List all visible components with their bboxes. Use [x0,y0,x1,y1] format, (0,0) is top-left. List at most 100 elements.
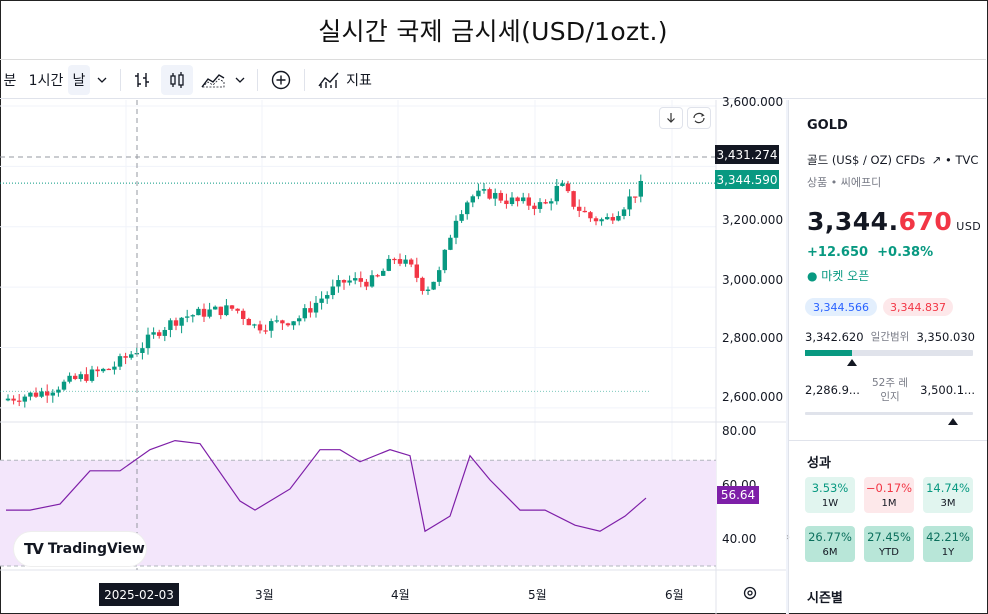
candle-body [633,196,638,198]
candle-body [95,369,100,372]
perf-tile-1y[interactable]: 42.21% 1Y [923,526,973,562]
candle-body [89,369,95,381]
indicators-button[interactable]: 지표 [315,65,375,95]
candle-body [246,318,251,326]
candle-body [73,375,78,379]
price-tick: 3,200.000 [722,213,784,227]
symbol-source[interactable]: TVC [955,153,979,167]
price-chart[interactable] [0,100,786,614]
candle-body [403,259,408,264]
candle-body [78,374,83,379]
indicators-icon [318,72,339,88]
panel-divider [789,440,987,441]
interval-dropdown[interactable] [90,65,114,95]
panel-resizer[interactable] [786,100,788,614]
tradingview-logo[interactable]: TV TradingView [14,532,146,566]
chart-area[interactable]: 3,600.000 3,200.000 3,000.000 2,800.000 … [0,95,786,614]
candle-body [347,280,352,283]
interval-day[interactable]: 날 [68,64,90,95]
candle-body [369,275,375,287]
52wk-range-bar [805,412,973,415]
reset-chart-button[interactable] [687,107,711,129]
chart-settings-button[interactable] [742,585,758,605]
candle-body [213,306,218,310]
bid-price[interactable]: 3,344.566 [805,298,877,316]
candle-body [67,375,72,382]
candle-body [56,389,61,393]
perf-tile-1m[interactable]: −0.17% 1M [864,477,914,513]
gear-icon [743,586,757,600]
seasonals-title: 시즌별 [807,591,843,606]
52wk-marker [947,418,958,425]
bars-icon [135,72,149,87]
candle-body [560,183,565,186]
interval-1h[interactable]: 1시간 [24,65,68,95]
candle-body [420,277,425,291]
toolbar-divider [257,68,258,91]
source-dot: • [945,153,952,167]
candle-body [84,374,89,381]
candle-body [241,310,246,319]
candle-body [151,332,156,335]
day-range-high: 3,350.030 [916,330,975,344]
candle-body [616,215,621,221]
last-price-tag: 3,344.590 [715,170,779,189]
perf-tile-ytd[interactable]: 27.45% YTD [864,526,914,562]
candle-body [28,392,33,397]
tv-logo-icon: TV [24,540,44,558]
candle-body [319,298,324,303]
perf-value: −0.17% [865,481,913,495]
area-chart-button[interactable] [197,65,229,95]
candle-body [425,289,431,291]
candle-body [397,259,403,264]
price-main: 3,344. [807,207,899,236]
candle-body [414,264,419,278]
candle-body [375,275,380,277]
candle-body [190,315,195,317]
external-link-icon[interactable]: ↗ [931,153,942,167]
candle-body [599,219,604,222]
candles-button[interactable] [161,64,193,95]
52wk-range-row: 2,286.9... 52주 레인지 3,500.1... [805,376,975,404]
candle-body [313,302,319,313]
current-price: 3,344.670 USD [807,207,981,236]
month-label: 3월 [255,588,274,602]
scroll-down-button[interactable] [659,107,683,129]
bar-chart-button[interactable] [127,65,157,95]
crosshair-price-tag: 3,431.274 [715,145,779,164]
perf-value: 27.45% [867,530,911,544]
rsi-line [6,440,647,533]
candle-body [325,295,330,299]
month-label: 5월 [528,588,547,602]
candle-body [45,391,50,396]
candle-body [145,334,151,349]
candle-body [487,189,492,199]
chart-type-dropdown[interactable] [229,65,251,95]
ask-price[interactable]: 3,344.837 [883,298,953,316]
candle-body [554,185,559,202]
candle-body [173,320,179,326]
chevron-down-icon [235,77,245,83]
candle-body [437,270,442,282]
candle-body [218,306,223,316]
candle-body [336,279,341,287]
rsi-value-tag: 56.64 [717,486,759,504]
day-range-bar [805,350,973,356]
candle-body [129,354,134,358]
perf-tile-3m[interactable]: 14.74% 3M [923,477,973,513]
candle-body [112,366,117,370]
price-tail: 670 [898,207,953,236]
perf-tile-6m[interactable]: 26.77% 6M [805,526,855,562]
perf-tile-1w[interactable]: 3.53% 1W [805,477,855,513]
candle-body [493,192,498,199]
perf-period: YTD [879,547,899,558]
candle-body [196,308,201,316]
compare-button[interactable] [264,65,298,95]
candle-body [207,309,212,317]
candle-body [627,196,632,210]
tv-logo-label: TradingView [47,541,145,557]
interval-minutes[interactable]: 분 [0,65,20,95]
chevron-down-icon [97,77,107,83]
symbol-fullname: 골드 (US$ / OZ) CFDs ↗ • TVC [807,152,978,168]
interval-1h-label: 1시간 [28,72,64,89]
